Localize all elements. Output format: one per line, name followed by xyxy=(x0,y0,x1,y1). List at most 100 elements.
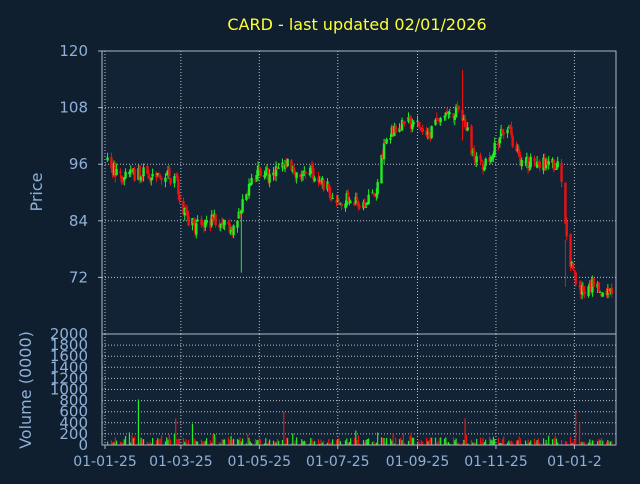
price-axis-label: Price xyxy=(27,172,46,211)
candle-body xyxy=(597,282,601,291)
candle-body xyxy=(375,193,378,197)
candle-body xyxy=(159,175,162,177)
candle-body xyxy=(534,162,538,166)
candle-body xyxy=(501,129,504,134)
candle-body xyxy=(273,174,276,177)
candle-body xyxy=(525,157,529,163)
candle-body xyxy=(471,151,475,153)
candle-body xyxy=(381,153,384,158)
candle-body xyxy=(286,158,289,167)
candle-body xyxy=(112,162,116,176)
candle-body xyxy=(445,110,449,113)
candle-body xyxy=(507,127,511,129)
candle-body xyxy=(384,142,387,144)
candle-body xyxy=(493,142,496,156)
candle-body xyxy=(130,168,134,170)
candle-body xyxy=(546,158,549,165)
candle-body xyxy=(236,220,239,228)
candle-body xyxy=(605,290,608,295)
candle-body xyxy=(238,214,242,216)
candle-body xyxy=(553,167,557,169)
candle-body xyxy=(610,287,613,294)
candle-body xyxy=(427,132,431,137)
candle-body xyxy=(300,175,303,177)
candle-body xyxy=(182,201,185,214)
candle-body xyxy=(322,179,325,191)
candle-body xyxy=(519,155,522,166)
candle-body xyxy=(328,186,332,199)
candle-body xyxy=(200,219,203,225)
candle-body xyxy=(274,166,278,177)
candle-body xyxy=(169,177,172,184)
candle-body xyxy=(195,223,198,235)
candle-body xyxy=(115,169,118,176)
candle-body xyxy=(565,221,568,237)
candle-body xyxy=(573,269,576,271)
candle-body xyxy=(400,120,404,131)
candle-body xyxy=(204,221,207,228)
candle-body xyxy=(354,196,357,204)
candle-body xyxy=(340,203,343,206)
candle-body xyxy=(222,223,225,225)
candle-body xyxy=(312,168,315,179)
candle-body xyxy=(598,291,602,293)
candle-body xyxy=(191,218,194,226)
candle-body xyxy=(391,127,395,134)
candle-body xyxy=(232,225,235,236)
candle-body xyxy=(123,177,126,181)
candle-body xyxy=(516,149,520,151)
candle-body xyxy=(454,106,458,118)
candle-body xyxy=(430,126,433,138)
candle-body xyxy=(588,283,592,285)
candle-body xyxy=(524,161,527,163)
candle-body xyxy=(498,137,502,144)
volume-tick-label: 0 xyxy=(78,436,88,454)
candle-body xyxy=(412,122,415,125)
candle-body xyxy=(452,113,455,119)
volume-tick-label: 1400 xyxy=(50,358,88,376)
candle-body xyxy=(367,194,370,204)
candle-body xyxy=(362,201,365,209)
candle-body xyxy=(258,167,261,169)
volume-plot-area xyxy=(102,334,616,445)
candle-body xyxy=(295,172,298,179)
candle-body xyxy=(138,165,141,181)
candle-body xyxy=(470,125,473,155)
candle-body xyxy=(463,118,467,127)
candle-body xyxy=(227,221,230,224)
candle-body xyxy=(196,219,199,222)
candle-body xyxy=(479,155,482,160)
candle-body xyxy=(515,145,518,152)
candle-body xyxy=(327,183,330,189)
candle-body xyxy=(547,161,550,165)
candle-body xyxy=(223,220,226,226)
candle-body xyxy=(110,157,113,169)
candle-body xyxy=(183,207,186,216)
candle-body xyxy=(390,127,393,138)
candle-body xyxy=(526,158,530,169)
candle-body xyxy=(173,176,176,184)
candle-body xyxy=(407,116,410,122)
candle-body xyxy=(475,156,478,163)
candle-body xyxy=(426,131,430,135)
candle-body xyxy=(186,210,189,217)
candle-body xyxy=(267,168,270,181)
candle-body xyxy=(294,175,297,177)
x-tick-label: 01-01-2 xyxy=(547,454,602,470)
volume-bars xyxy=(106,399,613,445)
candle-body xyxy=(331,198,334,200)
candle-body xyxy=(411,124,414,130)
candle-body xyxy=(146,165,149,174)
candle-body xyxy=(124,171,127,179)
candle-body xyxy=(228,224,231,233)
price-tick-label: 84 xyxy=(69,212,88,230)
candle-body xyxy=(587,286,590,296)
volume-tick-label: 200 xyxy=(59,425,88,443)
candle-body xyxy=(285,163,288,168)
candle-body xyxy=(589,281,593,293)
candle-body xyxy=(175,173,179,178)
candle-body xyxy=(363,201,366,208)
candle-body xyxy=(607,288,611,294)
candle-body xyxy=(535,161,539,168)
